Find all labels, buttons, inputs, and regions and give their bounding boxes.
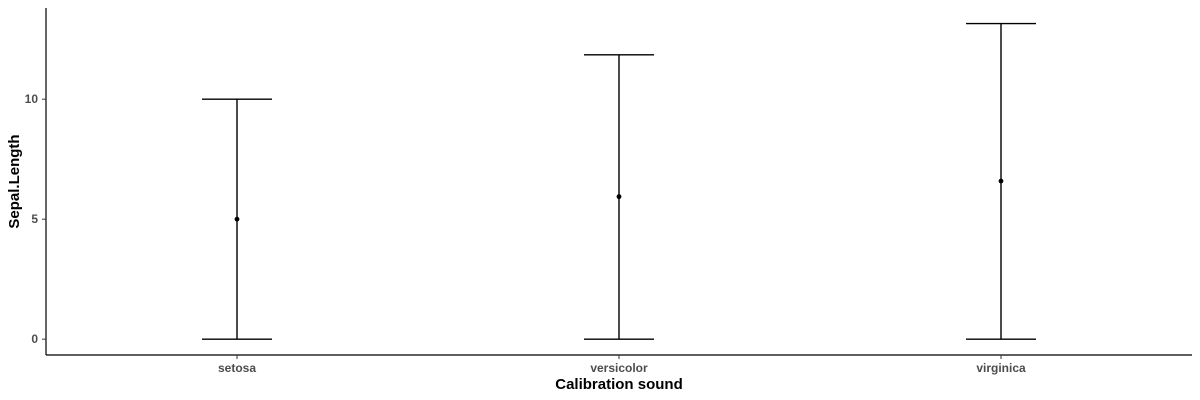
marks-layer [202, 22, 1036, 340]
mean-point [234, 216, 240, 222]
x-tick-label-setosa: setosa [218, 361, 256, 375]
y-axis-title: Sepal.Length [6, 134, 23, 228]
y-tick-label: 0 [31, 332, 38, 346]
mean-point [616, 194, 622, 200]
errorbar-setosa [202, 98, 272, 340]
errorbar-versicolor [584, 54, 654, 340]
x-tick-label-virginica: virginica [976, 361, 1026, 375]
x-axis-title: Calibration sound [555, 376, 683, 393]
x-tick-label-versicolor: versicolor [590, 361, 648, 375]
errorbar-virginica [966, 22, 1036, 340]
axes-layer: 0 5 10 setosa versicolor virginica [25, 8, 1192, 375]
y-tick-label: 5 [31, 212, 38, 226]
y-tick-label: 10 [25, 92, 39, 106]
mean-point [998, 178, 1004, 184]
